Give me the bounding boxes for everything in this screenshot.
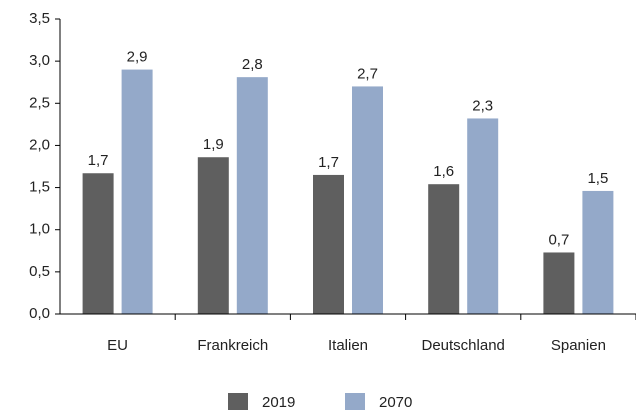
bar: [313, 174, 344, 314]
value-label: 0,7: [548, 231, 569, 248]
legend-swatch: [345, 393, 365, 410]
bar: [82, 173, 114, 314]
bar: [467, 118, 499, 314]
bar: [236, 77, 268, 315]
legend-label: 2019: [262, 394, 295, 410]
x-tick-label: Frankreich: [197, 337, 268, 354]
value-label: 1,7: [318, 154, 339, 171]
bar: [121, 69, 153, 314]
y-tick-label: 3,0: [29, 52, 50, 69]
legend-swatch: [228, 393, 248, 410]
value-label: 2,9: [127, 49, 148, 66]
value-label: 1,9: [203, 136, 224, 153]
value-label: 1,6: [433, 163, 454, 180]
value-label: 1,7: [88, 152, 109, 169]
bar: [428, 184, 460, 314]
x-tick-label: Spanien: [551, 337, 606, 354]
y-tick-label: 1,5: [29, 179, 50, 196]
bar: [352, 86, 383, 314]
value-label: 2,3: [472, 97, 493, 114]
y-tick-label: 0,0: [29, 305, 50, 322]
y-tick-label: 2,0: [29, 136, 50, 153]
y-tick-label: 3,5: [29, 10, 50, 27]
x-tick-label: Italien: [328, 337, 368, 354]
y-tick-label: 2,5: [29, 94, 50, 111]
value-label: 2,8: [242, 56, 263, 73]
bar: [582, 190, 614, 314]
x-tick-label: Deutschland: [422, 337, 505, 354]
legend-label: 2070: [379, 394, 412, 410]
y-tick-label: 1,0: [29, 221, 50, 238]
y-tick-label: 0,5: [29, 263, 50, 280]
x-tick-label: EU: [107, 337, 128, 354]
value-label: 1,5: [587, 170, 608, 187]
value-label: 2,7: [357, 65, 378, 82]
bar: [543, 252, 575, 314]
bar: [197, 157, 229, 314]
